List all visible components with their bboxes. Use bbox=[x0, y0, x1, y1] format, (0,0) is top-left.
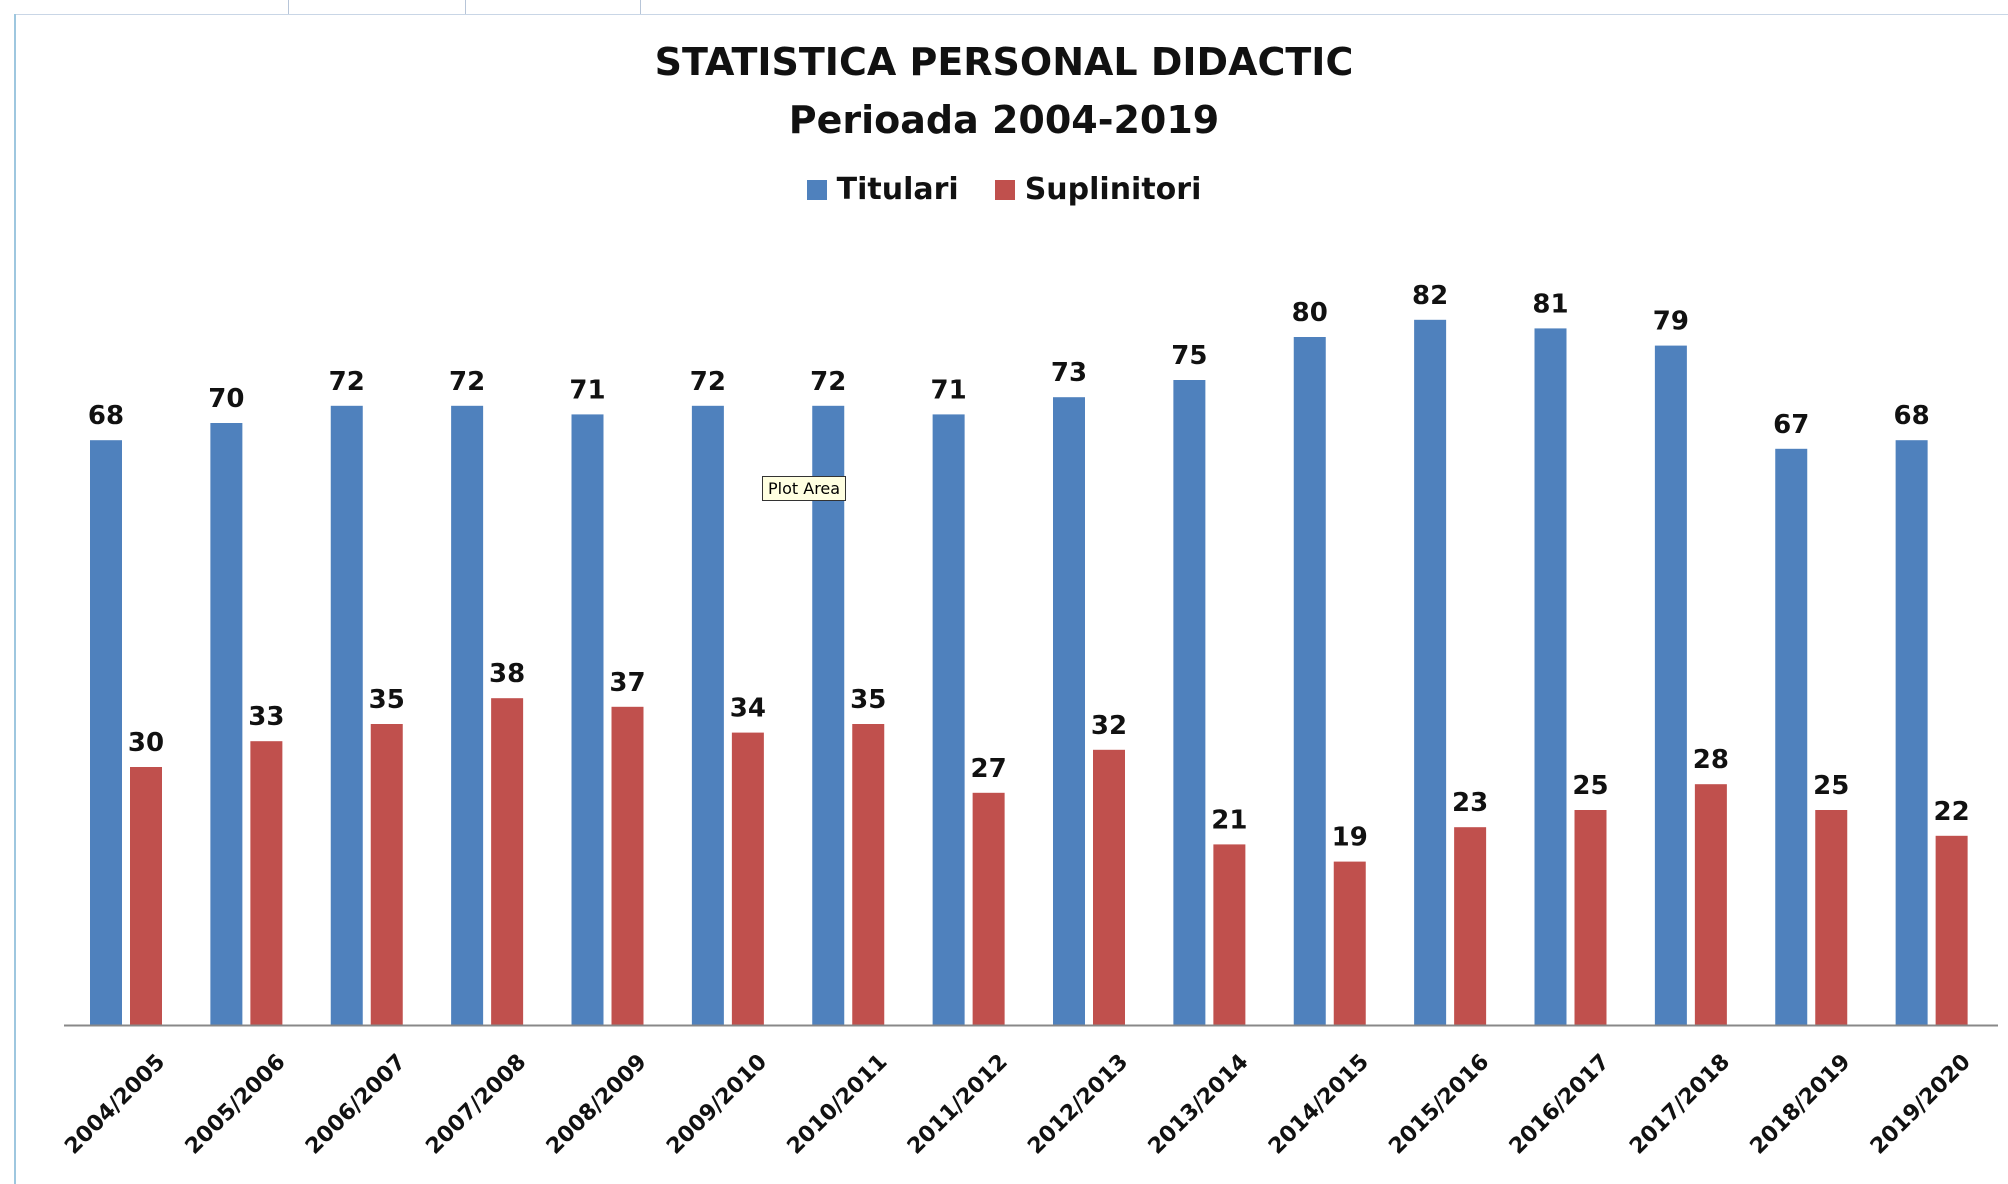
data-label-suplinitori-9: 21 bbox=[1211, 805, 1247, 835]
data-label-suplinitori-2: 35 bbox=[369, 685, 405, 715]
bar-suplinitori-3[interactable] bbox=[491, 698, 524, 1025]
bar-suplinitori-9[interactable] bbox=[1213, 844, 1246, 1025]
chart-title: STATISTICA PERSONAL DIDACTIC bbox=[654, 40, 1354, 84]
legend-swatch-suplinitori bbox=[994, 179, 1015, 200]
data-label-titulari-6: 72 bbox=[810, 367, 846, 397]
x-tick-label-14: 2018/2019 bbox=[1746, 1050, 1856, 1160]
data-label-titulari-14: 67 bbox=[1773, 410, 1809, 440]
data-label-titulari-2: 72 bbox=[329, 367, 365, 397]
legend-swatch-titulari bbox=[806, 179, 827, 200]
chart-legend[interactable]: Titulari Suplinitori bbox=[0, 172, 2008, 207]
x-tick-label-11: 2015/2016 bbox=[1384, 1050, 1494, 1160]
x-tick-label-10: 2014/2015 bbox=[1264, 1050, 1374, 1160]
bar-suplinitori-1[interactable] bbox=[250, 741, 283, 1025]
spreadsheet-top-strip bbox=[0, 0, 2008, 15]
x-tick-label-0: 2004/2005 bbox=[60, 1050, 170, 1160]
bar-titulari-9[interactable] bbox=[1173, 380, 1206, 1025]
bar-titulari-2[interactable] bbox=[330, 405, 363, 1025]
chart-subtitle: Perioada 2004-2019 bbox=[788, 98, 1220, 142]
bar-suplinitori-12[interactable] bbox=[1574, 810, 1607, 1025]
data-label-titulari-11: 82 bbox=[1412, 281, 1448, 311]
x-tick-label-2: 2006/2007 bbox=[301, 1050, 411, 1160]
data-label-titulari-0: 68 bbox=[88, 401, 124, 431]
bar-suplinitori-4[interactable] bbox=[611, 706, 644, 1025]
bar-suplinitori-14[interactable] bbox=[1815, 810, 1848, 1025]
bar-titulari-5[interactable] bbox=[691, 405, 724, 1025]
data-label-suplinitori-12: 25 bbox=[1572, 771, 1608, 801]
data-label-titulari-7: 71 bbox=[931, 375, 967, 405]
bar-titulari-1[interactable] bbox=[210, 423, 243, 1025]
legend-label-titulari: Titulari bbox=[836, 172, 959, 207]
grid-line bbox=[640, 0, 641, 14]
data-label-suplinitori-15: 22 bbox=[1934, 797, 1970, 827]
bar-titulari-0[interactable] bbox=[90, 440, 122, 1025]
x-tick-label-5: 2009/2010 bbox=[662, 1050, 772, 1160]
grid-line bbox=[288, 0, 289, 14]
bar-suplinitori-8[interactable] bbox=[1093, 749, 1125, 1025]
legend-item-suplinitori[interactable]: Suplinitori bbox=[994, 172, 1202, 207]
x-tick-label-12: 2016/2017 bbox=[1505, 1050, 1615, 1160]
data-label-suplinitori-10: 19 bbox=[1332, 823, 1368, 853]
x-tick-label-1: 2005/2006 bbox=[181, 1050, 291, 1160]
x-tick-label-6: 2010/2011 bbox=[783, 1050, 893, 1160]
bar-titulari-15[interactable] bbox=[1895, 440, 1928, 1025]
data-label-suplinitori-13: 28 bbox=[1693, 745, 1729, 775]
data-label-suplinitori-5: 34 bbox=[730, 694, 766, 724]
legend-label-suplinitori: Suplinitori bbox=[1024, 172, 1202, 207]
x-tick-label-3: 2007/2008 bbox=[421, 1050, 531, 1160]
grid-line bbox=[465, 0, 466, 14]
bar-suplinitori-0[interactable] bbox=[130, 767, 162, 1025]
data-label-titulari-1: 70 bbox=[208, 384, 244, 414]
bar-titulari-6[interactable] bbox=[812, 405, 845, 1025]
x-tick-label-15: 2019/2020 bbox=[1866, 1050, 1976, 1160]
bar-suplinitori-10[interactable] bbox=[1333, 861, 1366, 1025]
bar-suplinitori-5[interactable] bbox=[731, 732, 764, 1025]
data-label-titulari-5: 72 bbox=[690, 367, 726, 397]
data-label-suplinitori-4: 37 bbox=[609, 668, 645, 698]
x-tick-label-4: 2008/2009 bbox=[542, 1050, 652, 1160]
bar-titulari-13[interactable] bbox=[1654, 345, 1687, 1026]
data-label-titulari-4: 71 bbox=[569, 375, 605, 405]
data-label-suplinitori-11: 23 bbox=[1452, 788, 1488, 818]
data-label-suplinitori-3: 38 bbox=[489, 659, 525, 689]
data-label-suplinitori-8: 32 bbox=[1091, 711, 1127, 741]
data-label-titulari-13: 79 bbox=[1653, 307, 1689, 337]
data-label-suplinitori-1: 33 bbox=[248, 702, 284, 732]
data-label-titulari-8: 73 bbox=[1051, 358, 1087, 388]
data-label-suplinitori-6: 35 bbox=[850, 685, 886, 715]
spreadsheet-left-strip bbox=[0, 14, 16, 1184]
bar-suplinitori-13[interactable] bbox=[1694, 784, 1727, 1025]
bar-titulari-8[interactable] bbox=[1053, 397, 1085, 1025]
x-tick-label-9: 2013/2014 bbox=[1144, 1050, 1254, 1160]
bar-titulari-12[interactable] bbox=[1534, 328, 1567, 1025]
data-label-suplinitori-0: 30 bbox=[128, 728, 164, 758]
bar-suplinitori-15[interactable] bbox=[1935, 835, 1968, 1025]
data-label-titulari-15: 68 bbox=[1894, 401, 1930, 431]
bar-suplinitori-11[interactable] bbox=[1454, 827, 1487, 1025]
bar-titulari-7[interactable] bbox=[932, 414, 965, 1025]
x-tick-label-8: 2012/2013 bbox=[1023, 1050, 1133, 1160]
bar-titulari-14[interactable] bbox=[1775, 448, 1808, 1025]
bar-titulari-4[interactable] bbox=[571, 414, 604, 1025]
plot-area-tooltip: Plot Area bbox=[762, 476, 847, 501]
bar-titulari-11[interactable] bbox=[1414, 319, 1447, 1025]
data-label-titulari-3: 72 bbox=[449, 367, 485, 397]
bar-titulari-3[interactable] bbox=[451, 405, 484, 1025]
data-label-suplinitori-7: 27 bbox=[971, 754, 1007, 784]
legend-item-titulari[interactable]: Titulari bbox=[806, 172, 959, 207]
data-label-titulari-12: 81 bbox=[1532, 289, 1568, 319]
bar-suplinitori-2[interactable] bbox=[370, 724, 403, 1025]
x-tick-label-7: 2011/2012 bbox=[903, 1050, 1013, 1160]
data-label-suplinitori-14: 25 bbox=[1813, 771, 1849, 801]
data-label-titulari-10: 80 bbox=[1292, 298, 1328, 328]
data-label-titulari-9: 75 bbox=[1171, 341, 1207, 371]
bar-suplinitori-6[interactable] bbox=[852, 724, 885, 1025]
x-tick-label-13: 2017/2018 bbox=[1625, 1050, 1735, 1160]
bar-titulari-10[interactable] bbox=[1293, 337, 1326, 1025]
bar-suplinitori-7[interactable] bbox=[972, 792, 1005, 1025]
